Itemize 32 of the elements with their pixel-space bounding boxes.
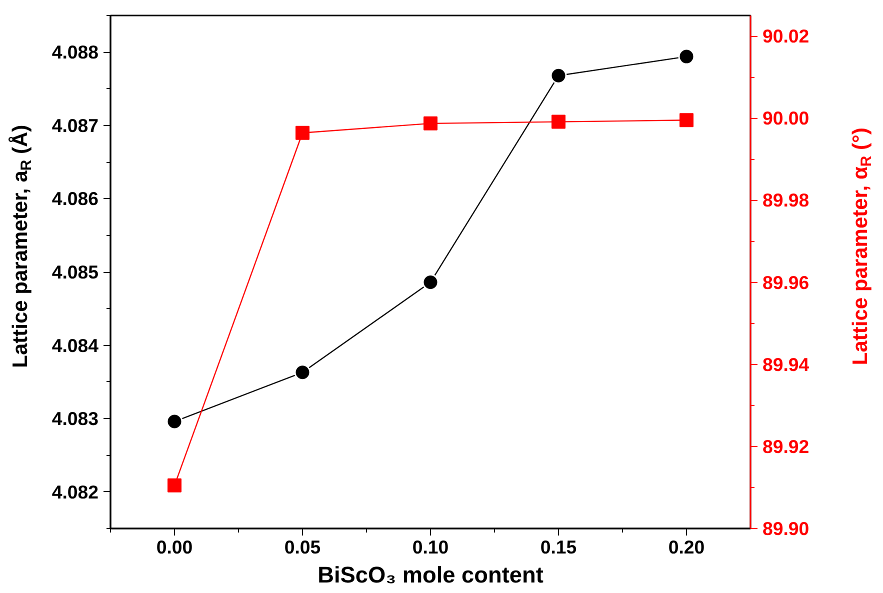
point — [166, 413, 183, 430]
y-tick-label: 4.082 — [52, 481, 98, 502]
point — [552, 114, 566, 129]
point — [678, 48, 695, 65]
y2-tick-label: 89.96 — [762, 272, 810, 293]
y-tick-label: 4.088 — [52, 42, 98, 63]
y2-tick-label: 89.98 — [762, 190, 810, 211]
y-tick-label: 4.086 — [52, 188, 98, 210]
x-tick-label: 0.05 — [284, 536, 321, 558]
point — [680, 113, 694, 128]
x-axis-title: BiScO₃ mole content — [318, 562, 544, 588]
x-tick-label: 0.10 — [412, 536, 449, 558]
y-axis-title: Lattice parameter, aR (Å) — [8, 124, 35, 368]
x-tick-label: 0.00 — [156, 536, 193, 558]
y-tick-label: 4.085 — [52, 262, 98, 282]
y2-tick-label: 90.02 — [762, 26, 810, 47]
y2-tick-label: 90.00 — [762, 108, 810, 129]
y2-axis-title: Lattice parameter, αR (°) — [849, 128, 875, 366]
y2-tick-label: 89.92 — [762, 436, 810, 457]
y-tick-label: 4.083 — [52, 408, 98, 430]
point — [296, 126, 310, 140]
y-tick-label: 4.087 — [52, 114, 98, 136]
point — [550, 67, 567, 84]
y2-tick-label: 89.90 — [762, 518, 810, 539]
point — [294, 364, 311, 381]
y2-tick-label: 89.94 — [762, 354, 810, 375]
y-tick-label: 4.084 — [52, 334, 100, 356]
x-tick-label: 0.15 — [540, 536, 577, 558]
point — [168, 478, 182, 492]
x-tick-label: 0.20 — [668, 536, 705, 558]
point — [424, 116, 438, 130]
point — [422, 274, 439, 290]
